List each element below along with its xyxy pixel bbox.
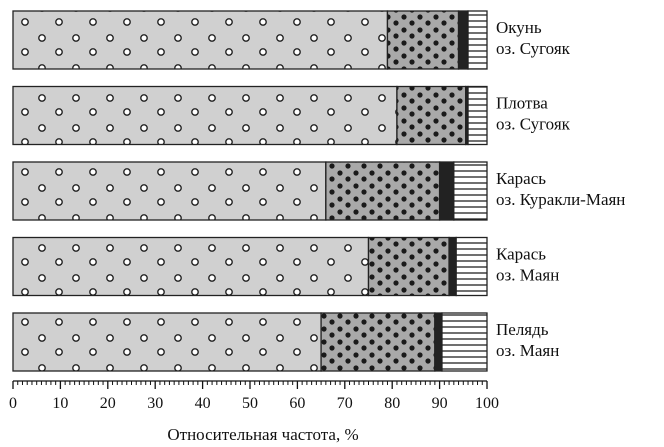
x-tick-label: 90 (432, 395, 448, 412)
bars-group (12, 10, 488, 372)
bar-segment-3-2 (325, 161, 441, 221)
bar-segment-5-4 (441, 312, 488, 372)
bar-segment-4-1 (12, 236, 370, 297)
bar-segment-1-2 (386, 10, 460, 70)
bar-segment-5-1 (12, 312, 322, 372)
x-tick-label: 60 (289, 395, 305, 412)
x-tick-label: 80 (384, 395, 400, 412)
x-axis: 0 10 20 30 40 50 60 70 80 90 100 (9, 380, 499, 412)
bar-segment-1-1 (12, 10, 389, 70)
category-label-2: Плотва оз. Сугояк (496, 94, 571, 134)
category-label-4: Карась оз. Маян (496, 245, 559, 285)
bar-segment-5-3 (434, 312, 443, 372)
x-axis-label: Относительная частота, % (167, 425, 358, 444)
bar-segment-2-4 (467, 85, 488, 146)
bar-segment-3-4 (453, 161, 488, 221)
bar-segment-1-4 (467, 10, 488, 70)
bar-segment-3-3 (438, 161, 455, 221)
category-label-3: Карась оз. Куракли-Маян (496, 169, 625, 209)
bar-segment-1-3 (457, 10, 469, 70)
bar-segment-4-3 (448, 236, 457, 297)
bar-segment-4-4 (455, 236, 488, 297)
category-label-5: Пелядь оз. Маян (496, 320, 559, 360)
bar-segment-4-2 (367, 236, 450, 297)
bar-segment-5-2 (320, 312, 436, 372)
x-tick-label: 10 (52, 395, 68, 412)
x-tick-label: 40 (195, 395, 211, 412)
x-tick-label: 50 (242, 395, 258, 412)
x-tick-label: 20 (100, 395, 116, 412)
x-tick-label: 100 (475, 395, 499, 412)
category-labels: Окунь оз. Сугояк Плотва оз. Сугояк Карась оз.… (496, 18, 625, 360)
bar-segment-3-1 (12, 161, 327, 221)
x-tick-label: 30 (147, 395, 163, 412)
bar-segment-2-1 (12, 85, 398, 146)
category-label-1: Окунь оз. Сугояк (496, 18, 571, 58)
x-tick-label: 70 (337, 395, 353, 412)
bar-segment-2-2 (396, 85, 467, 146)
x-tick-label: 0 (9, 395, 17, 412)
